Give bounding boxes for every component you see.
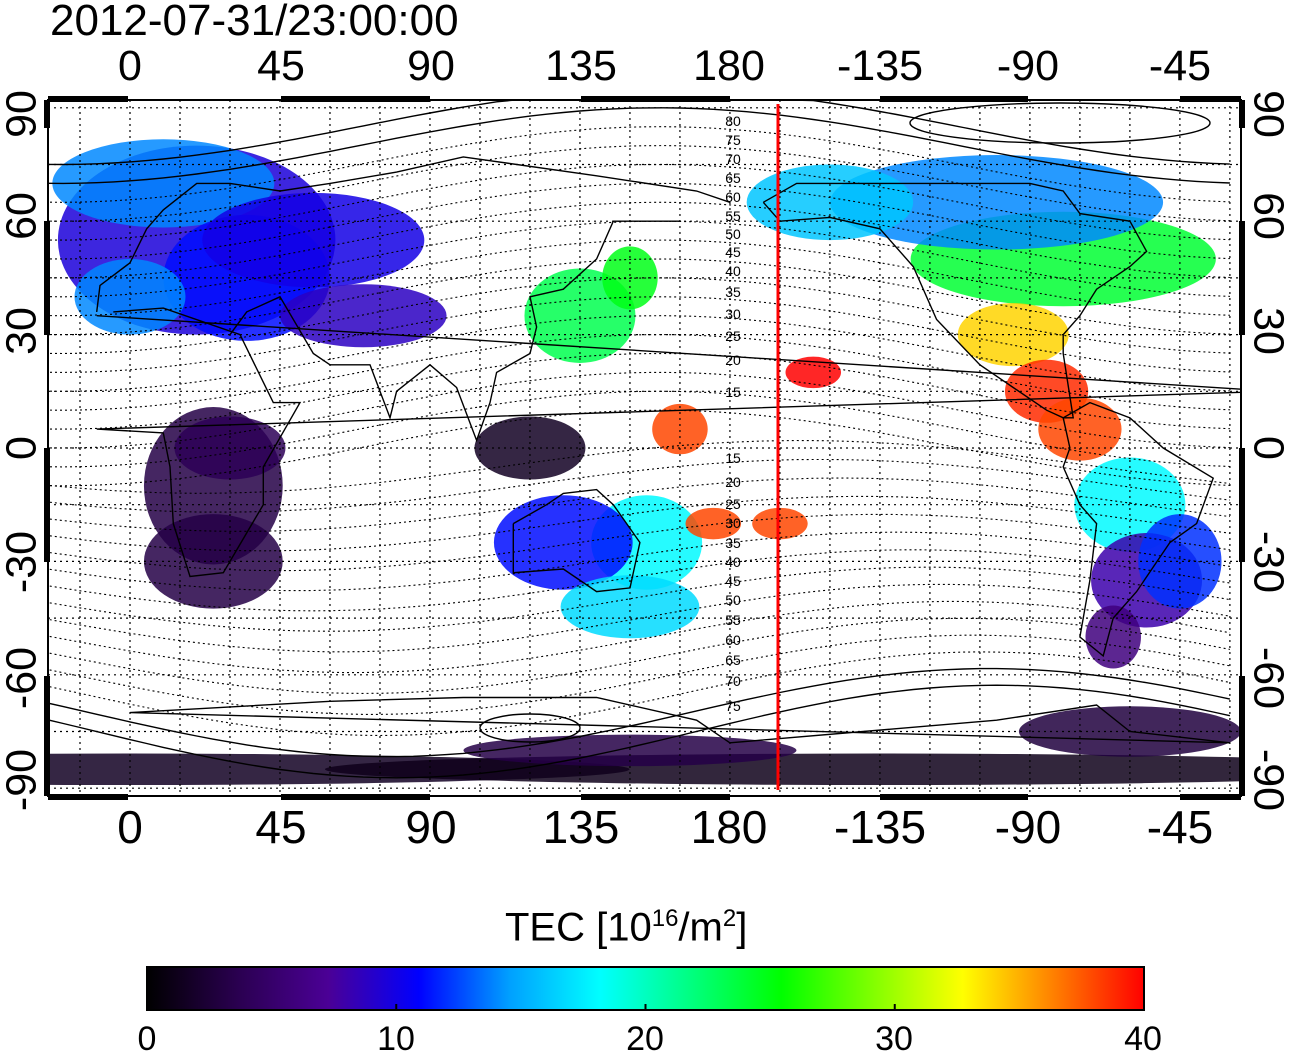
contour-label: 65	[725, 170, 741, 186]
lon-tick-bottom: 90	[405, 800, 456, 854]
contour-label: 65	[725, 652, 741, 668]
lon-tick-bottom: 180	[691, 800, 768, 854]
frame-tick-bar	[281, 96, 430, 102]
tec-region	[752, 508, 808, 540]
colorbar	[147, 967, 1144, 1010]
contour-label: 35	[725, 284, 741, 300]
contour-label: 40	[725, 263, 741, 279]
lat-tick-right: 0	[1244, 436, 1292, 460]
contour-label: 45	[725, 573, 741, 589]
lon-tick-bottom: -135	[834, 800, 926, 854]
contour-label: 75	[725, 698, 741, 714]
tec-data-layer	[0, 139, 1292, 785]
colorbar-tick-label: 30	[875, 1020, 913, 1059]
lat-tick-left: 0	[0, 436, 47, 460]
frame-tick-bar	[48, 794, 128, 800]
contour-label: 30	[725, 306, 741, 322]
lon-tick-top: -45	[1149, 42, 1211, 91]
colorbar-tick-label: 0	[138, 1020, 157, 1059]
lat-tick-right: 60	[1244, 192, 1292, 240]
lon-tick-bottom: 135	[543, 800, 620, 854]
lon-tick-bottom: 0	[117, 800, 143, 854]
colorbar-tick-label: 20	[626, 1020, 664, 1059]
contour-label: 50	[725, 592, 741, 608]
contour-label: 15	[725, 384, 741, 400]
lon-tick-top: -90	[997, 42, 1059, 91]
lat-tick-left: -30	[0, 531, 47, 593]
lat-tick-right: -60	[1244, 647, 1292, 709]
contour-label: 25	[725, 328, 741, 344]
colorbar-tick-label: 40	[1124, 1020, 1162, 1059]
frame-tick-bar	[581, 96, 730, 102]
lon-tick-bottom: -45	[1147, 800, 1213, 854]
lat-tick-right: 90	[1244, 90, 1292, 138]
frame-tick-bar	[880, 96, 1028, 102]
contour-label: 25	[725, 496, 741, 512]
contour-label: 15	[725, 450, 741, 466]
lat-tick-right: -30	[1244, 531, 1292, 593]
lon-tick-top: 0	[118, 42, 142, 91]
tec-region	[958, 303, 1069, 366]
lat-tick-left: -60	[0, 647, 47, 709]
lat-tick-right: -90	[1244, 749, 1292, 811]
contour-labels: 80 75 70 65 60 55 50 45 40 35 30 25 20 15 15 20 25 30 35 40…	[725, 113, 741, 714]
lat-tick-left: 30	[0, 307, 47, 355]
lon-tick-bottom: 45	[255, 800, 306, 854]
contour-label: 75	[725, 132, 741, 148]
contour-label: 20	[725, 352, 741, 368]
lon-tick-top: 180	[693, 42, 765, 91]
lon-tick-bottom: -90	[995, 800, 1061, 854]
contour-label: 80	[725, 113, 741, 129]
tec-region	[144, 514, 283, 609]
contour-label: 40	[725, 554, 741, 570]
contour-label: 50	[725, 226, 741, 242]
tec-region	[202, 193, 424, 288]
lon-tick-top: 135	[545, 42, 617, 91]
lat-tick-left: -90	[0, 749, 47, 811]
lon-tick-top: 90	[407, 42, 455, 91]
tec-region	[280, 284, 447, 347]
colorbar-tick-label: 10	[377, 1020, 415, 1059]
contour-label: 35	[725, 535, 741, 551]
tec-region	[1138, 514, 1221, 609]
contour-label: 55	[725, 612, 741, 628]
lat-tick-left: 90	[0, 90, 47, 138]
contour-label: 60	[725, 189, 741, 205]
contour-label: 20	[725, 474, 741, 490]
lon-tick-top: 45	[257, 42, 305, 91]
tec-region	[494, 495, 633, 590]
lat-tick-right: 30	[1244, 307, 1292, 355]
contour-label: 30	[725, 515, 741, 531]
contour-label: 55	[725, 208, 741, 224]
colorbar-label: TEC [1016/m2]	[505, 905, 747, 950]
frame-tick-bar	[1180, 96, 1241, 102]
lat-tick-left: 60	[0, 192, 47, 240]
frame-tick-bar	[48, 96, 128, 102]
contour-label: 70	[725, 151, 741, 167]
contour-line	[910, 103, 1210, 143]
contour-label: 60	[725, 632, 741, 648]
contour-label: 45	[725, 244, 741, 260]
contour-label: 70	[725, 673, 741, 689]
lon-tick-top: -135	[837, 42, 923, 91]
